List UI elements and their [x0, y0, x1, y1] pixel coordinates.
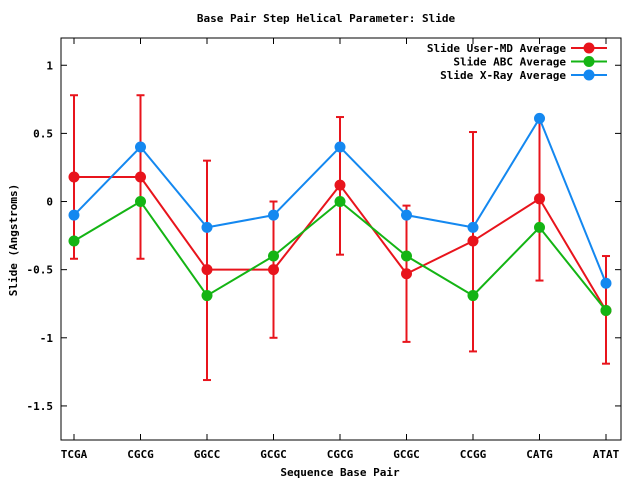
- data-point: [600, 277, 612, 289]
- data-point: [534, 193, 545, 205]
- series-3: [68, 112, 612, 289]
- legend-marker: [583, 69, 595, 81]
- data-point: [334, 196, 346, 208]
- data-point: [135, 141, 146, 153]
- x-tick-label: CGCG: [327, 448, 354, 461]
- axis-ticks: 1 0.5 0 -0.5 -1 -1.5 TCGA CGCG GGCC GCGC CGCG GCGC C…: [27, 38, 621, 461]
- data-point: [268, 209, 279, 221]
- x-tick-label: GGCC: [194, 448, 221, 461]
- x-tick-label: CGCG: [127, 448, 154, 461]
- legend-label: Slide User-MD Average: [427, 42, 566, 55]
- x-tick-label: TCGA: [61, 448, 88, 461]
- x-tick-label: CCGG: [460, 448, 487, 461]
- legend-marker: [583, 56, 595, 67]
- y-tick-label: 0: [46, 196, 53, 209]
- data-point: [401, 268, 412, 280]
- x-tick-label: ATAT: [593, 448, 620, 461]
- data-point: [334, 141, 346, 153]
- legend-label: Slide X-Ray Average: [440, 69, 566, 82]
- data-point: [467, 221, 479, 233]
- data-point: [135, 171, 146, 183]
- series-layer: [68, 94, 612, 382]
- data-point: [201, 221, 213, 233]
- data-point: [334, 179, 346, 191]
- data-point: [534, 221, 545, 233]
- x-axis-label: Sequence Base Pair: [280, 466, 400, 479]
- legend-marker: [583, 42, 595, 54]
- legend-label: Slide ABC Average: [453, 56, 566, 69]
- y-tick-label: 1: [46, 59, 53, 72]
- y-tick-label: 0.5: [33, 127, 53, 140]
- data-point: [401, 250, 412, 262]
- plot-frame: [60, 37, 622, 441]
- data-point: [268, 250, 279, 262]
- data-point: [68, 235, 80, 247]
- x-tick-label: CATG: [526, 448, 553, 461]
- data-point: [534, 112, 545, 124]
- series-1: [68, 94, 612, 382]
- y-axis-label: Slide (Angstroms): [7, 184, 20, 297]
- data-point: [401, 209, 412, 221]
- data-point: [201, 264, 213, 276]
- y-tick-label: -0.5: [27, 264, 54, 277]
- x-tick-label: GCGC: [260, 448, 287, 461]
- data-point: [135, 196, 146, 208]
- series-2: [68, 196, 612, 317]
- y-tick-label: -1: [40, 332, 54, 345]
- data-point: [68, 209, 80, 221]
- data-point: [68, 171, 80, 183]
- data-point: [467, 235, 479, 247]
- data-point: [268, 264, 279, 276]
- y-tick-label: -1.5: [27, 400, 54, 413]
- chart-title: Base Pair Step Helical Parameter: Slide: [197, 12, 456, 25]
- data-point: [600, 305, 612, 317]
- x-tick-label: GCGC: [393, 448, 420, 461]
- data-point: [467, 290, 479, 302]
- data-point: [201, 290, 213, 302]
